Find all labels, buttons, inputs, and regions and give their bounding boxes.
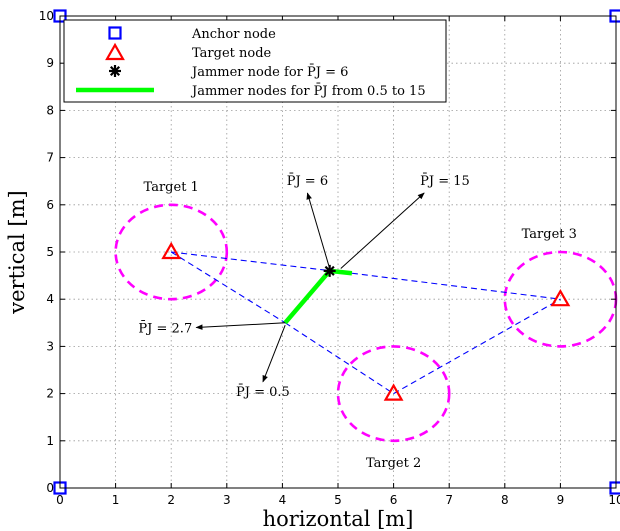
legend-label: Jammer node for P̄J = 6 <box>190 64 348 80</box>
dashed-link <box>171 251 352 274</box>
legend-label: Anchor node <box>191 27 276 42</box>
annotation-label: P̄J = 0.5 <box>236 383 290 399</box>
y-tick-label: 2 <box>46 387 54 401</box>
y-tick-label: 9 <box>46 56 54 70</box>
legend: Anchor node Target node Jammer node for P̄… <box>63 19 447 103</box>
y-tick-label: 7 <box>46 151 54 165</box>
target-marker <box>550 288 571 307</box>
target-marker <box>161 241 182 260</box>
annotation-arrow <box>262 324 286 383</box>
dashed-link <box>170 251 286 324</box>
target-circle <box>336 345 451 443</box>
legend-label: Target node <box>192 46 272 61</box>
x-tick-label: 0 <box>56 493 64 507</box>
ticks: 0 1 2 3 4 5 6 7 8 9 10 0 1 2 3 4 5 6 7 8 9 10 <box>39 9 620 507</box>
annotation-label: P̄J = 15 <box>420 173 470 189</box>
y-axis-label: vertical [m] <box>5 190 29 314</box>
target-circle <box>114 203 229 301</box>
y-tick-label: 3 <box>46 339 54 353</box>
dashed-links <box>170 251 561 395</box>
dashed-link <box>393 298 561 395</box>
x-tick-label: 1 <box>112 493 120 507</box>
target-marker <box>383 383 404 401</box>
annotation-label: P̄J = 6 <box>287 173 328 189</box>
annotation-arrow <box>195 322 286 330</box>
dashed-link <box>351 272 561 300</box>
annotation-arrow <box>340 192 425 269</box>
legend-label: Jammer nodes for P̄J from 0.5 to 15 <box>190 83 426 99</box>
y-tick-label: 0 <box>46 481 54 495</box>
y-tick-label: 1 <box>46 434 54 448</box>
y-tick-label: 6 <box>46 198 54 212</box>
target-label: Target 2 <box>366 456 421 471</box>
jammer-marker <box>323 264 336 277</box>
annotation-labels: P̄J = 0.5 P̄J = 2.7 P̄J = 6 P̄J = 15 Target … <box>138 173 576 471</box>
y-tick-label: 5 <box>46 245 54 259</box>
x-tick-label: 4 <box>279 493 287 507</box>
target-label: Target 3 <box>522 227 577 242</box>
x-tick-label: 9 <box>557 493 565 507</box>
target-label: Target 1 <box>144 180 199 195</box>
target-marker <box>105 42 125 61</box>
x-tick-label: 5 <box>334 493 342 507</box>
x-tick-label: 8 <box>501 493 509 507</box>
y-tick-label: 10 <box>39 9 54 23</box>
x-tick-label: 10 <box>608 493 620 507</box>
annotation-label: P̄J = 2.7 <box>138 320 192 336</box>
x-tick-label: 7 <box>445 493 453 507</box>
annotation-arrows <box>195 192 425 383</box>
x-tick-label: 3 <box>223 493 231 507</box>
x-axis-label: horizontal [m] <box>263 507 414 531</box>
y-tick-label: 8 <box>46 103 54 117</box>
jammer-marker <box>109 65 121 77</box>
anchor-marker <box>108 26 122 40</box>
dashed-link <box>284 322 394 395</box>
y-tick-label: 4 <box>46 292 54 306</box>
x-tick-label: 2 <box>167 493 175 507</box>
x-tick-label: 6 <box>390 493 398 507</box>
annotation-arrow <box>306 192 331 269</box>
